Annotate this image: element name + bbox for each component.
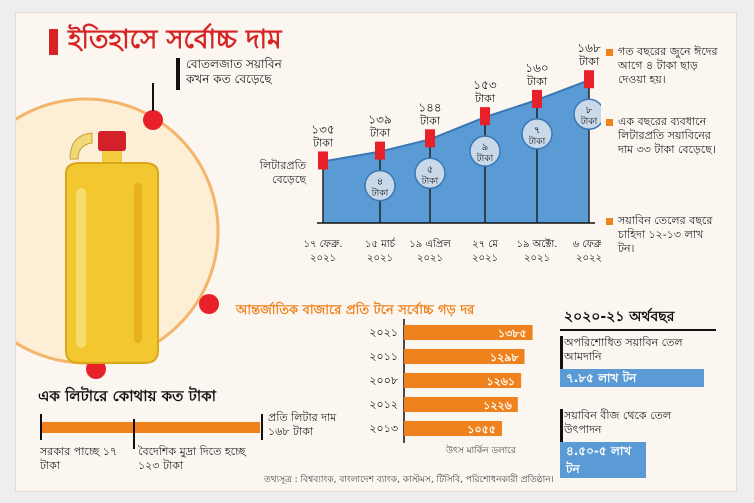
intl-price-bar bbox=[404, 373, 522, 388]
year-label: ২০২১ bbox=[367, 253, 393, 264]
bar-category-label: ২০১২ bbox=[369, 398, 398, 411]
red-dot-top bbox=[143, 110, 163, 130]
price-unit-label: টাকা bbox=[474, 92, 496, 105]
bar-value-label: ১৩৮৫ bbox=[498, 327, 527, 340]
title-accent-bar bbox=[49, 29, 58, 55]
increase-value: ৮ bbox=[586, 105, 593, 116]
per-litre-title: এক লিটারে কোথায় কত টাকা bbox=[38, 387, 217, 405]
year-label: ২০২২ bbox=[576, 253, 601, 264]
price-unit-label: টাকা bbox=[369, 127, 391, 140]
import-value: ৭.৮৫ লাখ টন bbox=[560, 369, 704, 387]
note-2: এক বছরের ব্যবধানে লিটারপ্রতি সয়াবিনের দ… bbox=[618, 115, 716, 156]
per-litre-tick-end bbox=[261, 414, 263, 440]
increase-unit: টাকা bbox=[528, 135, 546, 147]
note-3: সয়াবিন তেলের বছরে চাহিদা ১২-১৩ লাখ টন। bbox=[618, 214, 713, 255]
increase-unit: টাকা bbox=[421, 174, 439, 186]
year-label: ২০২১ bbox=[310, 253, 336, 264]
price-value-label: ১৬৮ bbox=[577, 43, 601, 55]
oil-bottle-icon bbox=[65, 131, 159, 364]
price-area bbox=[323, 80, 589, 223]
intl-price-bar bbox=[404, 421, 502, 436]
date-label: ১৭ ফেব্রু. bbox=[303, 239, 342, 250]
intl-price-bar bbox=[404, 397, 518, 412]
increase-value: ৫ bbox=[427, 164, 434, 175]
increase-label: লিটারপ্রতি বেড়েছে bbox=[259, 159, 306, 186]
increase-value: ৯ bbox=[482, 142, 489, 153]
per-litre-bar bbox=[40, 422, 260, 433]
date-label: ১৯ এপ্রিল bbox=[409, 238, 451, 250]
intl-price-bar bbox=[404, 349, 525, 364]
price-unit-label: টাকা bbox=[578, 55, 600, 68]
bottle-label: বোতলজাত সয়াবিন কখন কত বেড়েছে bbox=[186, 57, 282, 86]
price-marker bbox=[584, 70, 594, 89]
year-label: ২০২১ bbox=[417, 253, 443, 264]
page-title: ইতিহাসে সর্বোচ্চ দাম bbox=[68, 25, 282, 55]
year-label: ২০২১ bbox=[524, 253, 550, 264]
source-note: তথ্যসূত্র : বিশ্বব্যাংক, বাংলাদেশ ব্যাংক… bbox=[264, 475, 554, 485]
price-line bbox=[322, 79, 590, 163]
bar-value-label: ১২২৬ bbox=[483, 399, 512, 412]
price-unit-label: টাকা bbox=[419, 114, 441, 127]
import-label-border bbox=[560, 336, 563, 376]
per-litre-tick-mid bbox=[133, 419, 135, 449]
red-dot-right bbox=[199, 294, 219, 314]
increase-unit: টাকা bbox=[580, 115, 598, 127]
bar-value-label: ১২৬১ bbox=[486, 375, 515, 388]
price-marker bbox=[375, 141, 385, 160]
bar-category-label: ২০১১ bbox=[369, 350, 398, 363]
intl-price-bar bbox=[404, 325, 533, 340]
price-marker bbox=[318, 151, 328, 170]
price-unit-label: টাকা bbox=[526, 75, 548, 88]
intl-price-title: আন্তর্জাতিক বাজারে প্রতি টনে সর্বোচ্চ গড… bbox=[236, 303, 475, 318]
intl-price-bar-chart: ২০২১ ১৩৮৫ ২০১১ ১২৯৮ ২০০৮ ১২৬১ ২০১২ ১২২৬ ২০১৩ ১০৫৫ bbox=[369, 319, 533, 443]
increase-unit: টাকা bbox=[371, 187, 389, 199]
date-label: ১৯ অক্টো. bbox=[517, 238, 558, 250]
increase-value: ৪ bbox=[377, 177, 384, 188]
increase-value: ৭ bbox=[534, 125, 541, 136]
note-bullet-2 bbox=[606, 119, 613, 126]
note-1: গত বছরের জুনে ঈদের আগে ৪ টাকা ছাড় দেওয়… bbox=[618, 45, 718, 86]
increase-unit: টাকা bbox=[476, 152, 494, 164]
note-bullet-3 bbox=[606, 218, 613, 225]
government-share-label: সরকার পাচ্ছে ১৭ টাকা bbox=[40, 445, 118, 472]
increase-badge bbox=[364, 169, 396, 202]
fiscal-year-title: ২০২০-২১ অর্থবছর bbox=[564, 309, 675, 325]
price-marker bbox=[532, 89, 542, 108]
bar-category-label: ২০২১ bbox=[369, 326, 398, 339]
price-marker bbox=[425, 129, 435, 148]
year-label: ২০২১ bbox=[472, 253, 498, 264]
bar-category-label: ২০০৮ bbox=[369, 374, 398, 387]
bar-value-label: ১০৫৫ bbox=[467, 423, 496, 436]
bottle-illustration bbox=[16, 83, 220, 379]
price-value-label: ১৫৩ bbox=[473, 78, 497, 92]
price-value-label: ১৬০ bbox=[525, 61, 548, 75]
date-label: ২৭ মে bbox=[472, 239, 498, 250]
intl-unit-note: উৎস মার্কিন ডলারে bbox=[446, 446, 516, 456]
date-label: ৬ ফেব্রু. bbox=[573, 239, 601, 250]
increase-badge bbox=[573, 98, 601, 130]
bar-value-label: ১২৯৮ bbox=[490, 351, 519, 364]
price-value-label: ১৪৪ bbox=[418, 100, 441, 114]
import-label: অপরিশোধিত সয়াবিন তেল আমদানি bbox=[564, 336, 683, 363]
production-value: ৪.৫০-৫ লাখ টন bbox=[560, 442, 646, 478]
increase-badge bbox=[469, 135, 501, 167]
increase-badge bbox=[414, 157, 446, 190]
price-value-label: ১৩৫ bbox=[311, 122, 334, 136]
note-bullet-1 bbox=[606, 49, 613, 56]
bottle-label-border bbox=[176, 58, 180, 90]
infographic-card: ইতিহাসে সর্বোচ্চ দাম বোতলজাত সয়াবিন কখন… bbox=[15, 12, 737, 492]
date-label: ১৫ মার্চ bbox=[365, 238, 396, 250]
price-value-label: ১৩৯ bbox=[368, 113, 391, 127]
per-litre-price-label: প্রতি লিটার দাম ১৬৮ টাকা bbox=[268, 411, 337, 438]
production-label: সয়াবিন বীজ থেকে তেল উৎপাদন bbox=[564, 409, 671, 436]
forex-share-label: বৈদেশিক মুদ্রা দিতে হচ্ছে ১২৩ টাকা bbox=[138, 445, 246, 472]
increase-badge bbox=[521, 118, 553, 150]
per-litre-tick-start bbox=[40, 414, 42, 440]
production-label-border bbox=[560, 409, 563, 449]
bar-category-label: ২০১৩ bbox=[369, 422, 398, 435]
price-marker bbox=[480, 107, 490, 126]
fiscal-year-underline bbox=[560, 329, 716, 331]
price-unit-label: টাকা bbox=[312, 136, 334, 149]
